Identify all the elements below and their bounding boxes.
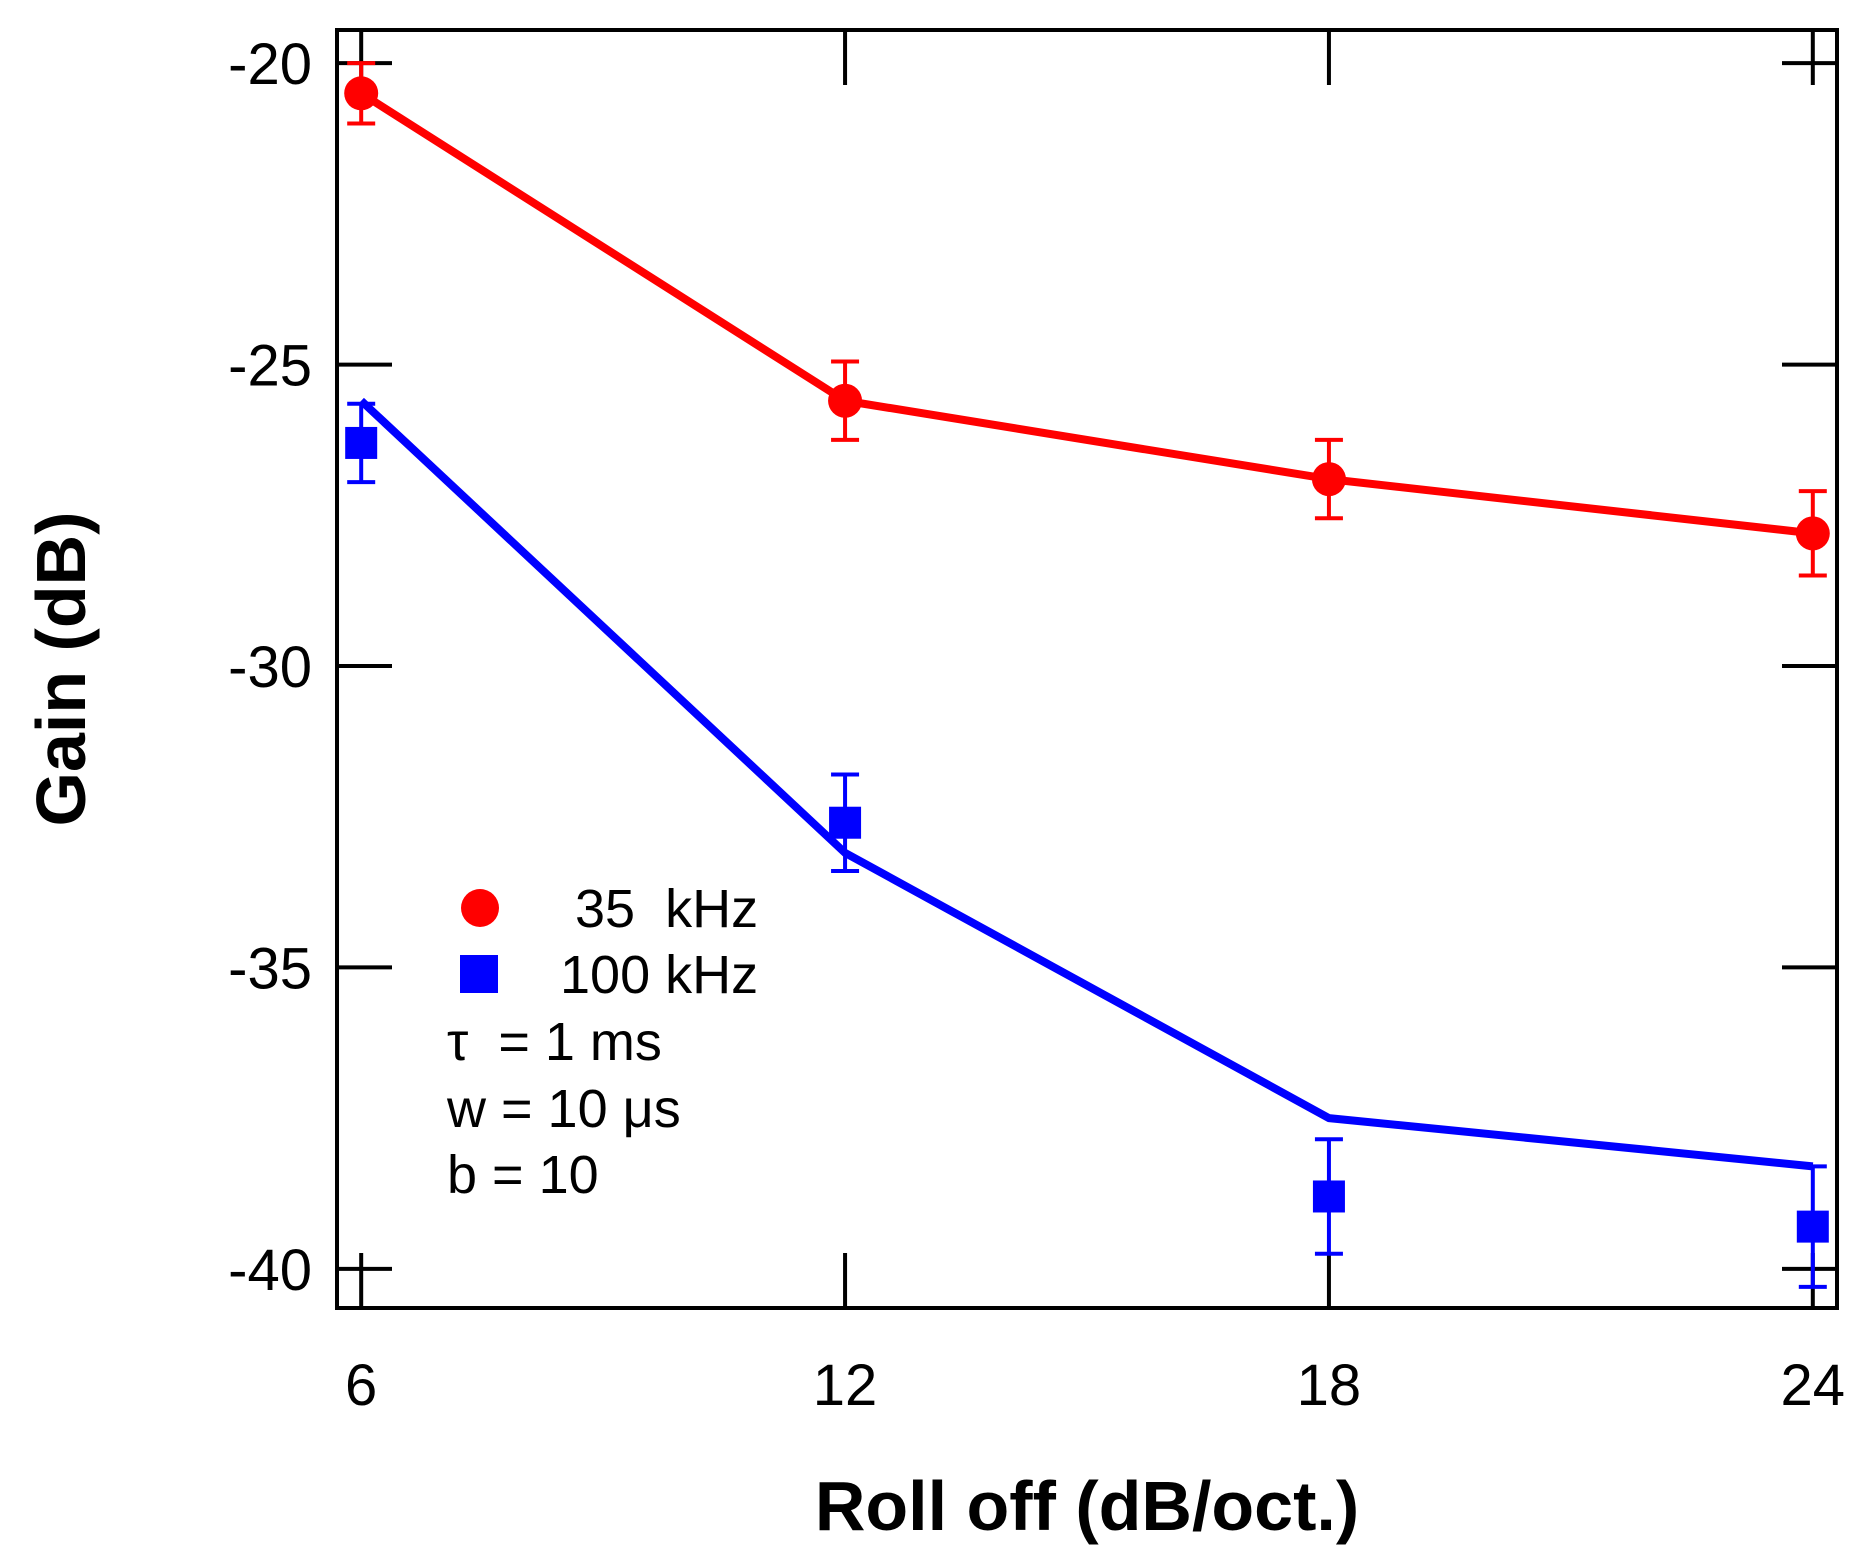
x-tick-label: 6 xyxy=(345,1353,377,1418)
axis-ticks: 6 12 18 24 -20 -25 -30 -35 -40 xyxy=(228,30,1845,1418)
plot-frame xyxy=(335,28,1839,1310)
data-point xyxy=(345,426,378,459)
x-tick-label: 18 xyxy=(1297,1353,1362,1418)
series-marks xyxy=(344,61,1830,1289)
series-lines xyxy=(358,89,1814,1171)
y-tick-label: -40 xyxy=(228,1238,312,1303)
legend: 35 kHz 100 kHz τ = 1 ms w = 10 μs b = 10 xyxy=(446,879,758,1205)
data-point xyxy=(344,76,379,111)
x-tick-label: 24 xyxy=(1781,1353,1846,1418)
annotation-tau: τ = 1 ms xyxy=(447,1012,662,1072)
legend-marker-35khz xyxy=(461,889,499,927)
x-tick-label: 12 xyxy=(813,1353,878,1418)
data-point xyxy=(1312,1180,1345,1213)
y-tick-label: -35 xyxy=(228,936,312,1001)
legend-label-35khz: 35 kHz xyxy=(575,879,758,939)
data-point xyxy=(1311,462,1346,497)
y-axis-title: Gain (dB) xyxy=(22,512,100,827)
series-line xyxy=(358,397,1814,1171)
y-tick-label: -30 xyxy=(228,635,312,700)
annotation-b: b = 10 xyxy=(447,1145,599,1205)
series-line xyxy=(359,89,1814,538)
data-point xyxy=(829,806,862,839)
x-axis-title: Roll off (dB/oct.) xyxy=(815,1467,1359,1545)
data-point xyxy=(1796,1210,1829,1243)
y-tick-label: -25 xyxy=(228,334,312,399)
data-point xyxy=(828,383,863,418)
annotation-width: w = 10 μs xyxy=(446,1079,681,1139)
legend-marker-100khz xyxy=(460,955,498,993)
y-tick-label: -20 xyxy=(228,32,312,97)
legend-label-100khz: 100 kHz xyxy=(560,945,758,1005)
data-point xyxy=(1795,516,1830,551)
